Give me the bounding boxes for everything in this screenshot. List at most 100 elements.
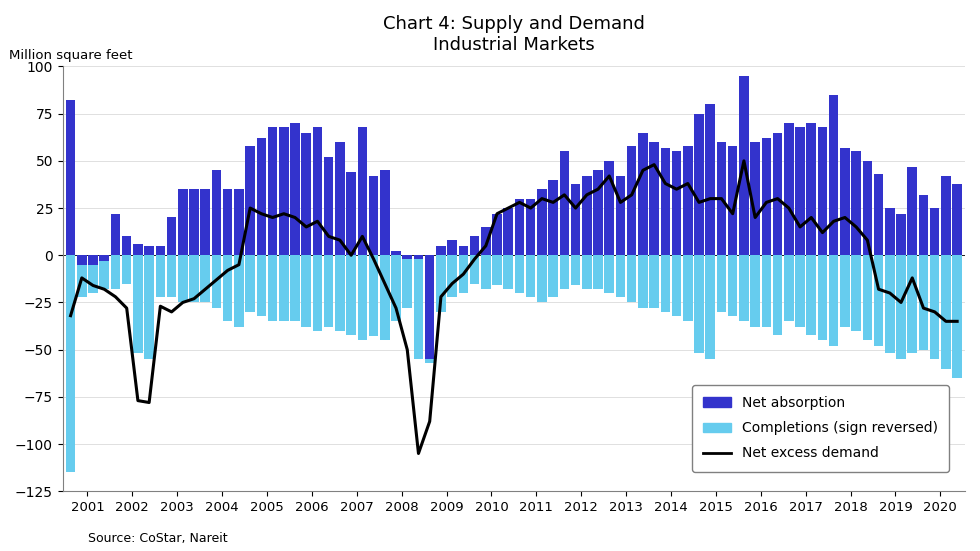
Bar: [862, 255, 872, 340]
Bar: [605, 161, 614, 255]
Bar: [840, 148, 850, 255]
Bar: [874, 255, 883, 346]
Bar: [144, 255, 154, 359]
Bar: [526, 198, 535, 255]
Bar: [941, 255, 951, 369]
Bar: [302, 255, 311, 327]
Bar: [504, 255, 513, 289]
Bar: [346, 255, 356, 334]
Bar: [245, 146, 255, 255]
Bar: [66, 100, 75, 255]
Bar: [514, 255, 524, 293]
Bar: [425, 255, 434, 363]
Bar: [346, 172, 356, 255]
Bar: [88, 255, 98, 293]
Bar: [358, 127, 368, 255]
Bar: [840, 255, 850, 327]
Bar: [907, 255, 917, 353]
Bar: [582, 176, 592, 255]
Bar: [313, 255, 322, 331]
Bar: [459, 255, 468, 293]
Bar: [279, 255, 288, 321]
Bar: [907, 166, 917, 255]
Bar: [874, 174, 883, 255]
Bar: [100, 255, 109, 261]
Bar: [683, 146, 693, 255]
Bar: [918, 255, 928, 350]
Text: Million square feet: Million square feet: [9, 49, 132, 62]
Bar: [122, 236, 131, 255]
Bar: [627, 255, 636, 302]
Bar: [178, 189, 187, 255]
Bar: [672, 255, 681, 316]
Bar: [593, 170, 603, 255]
Bar: [492, 255, 502, 285]
Bar: [201, 255, 210, 302]
Bar: [728, 255, 738, 316]
Bar: [380, 255, 390, 340]
Bar: [425, 255, 434, 359]
Bar: [447, 255, 457, 297]
Bar: [403, 255, 412, 259]
Bar: [582, 255, 592, 289]
Bar: [706, 104, 715, 255]
Bar: [784, 255, 794, 321]
Bar: [111, 255, 121, 289]
Bar: [885, 208, 895, 255]
Bar: [672, 152, 681, 255]
Bar: [222, 255, 232, 321]
Bar: [953, 183, 962, 255]
Bar: [504, 208, 513, 255]
Bar: [144, 246, 154, 255]
Bar: [953, 255, 962, 378]
Bar: [268, 127, 277, 255]
Bar: [459, 246, 468, 255]
Bar: [403, 255, 412, 308]
Bar: [918, 195, 928, 255]
Bar: [885, 255, 895, 353]
Bar: [897, 255, 906, 359]
Bar: [683, 255, 693, 321]
Bar: [133, 244, 143, 255]
Bar: [245, 255, 255, 312]
Bar: [829, 95, 839, 255]
Bar: [817, 255, 827, 340]
Bar: [761, 138, 771, 255]
Bar: [852, 255, 860, 331]
Bar: [111, 214, 121, 255]
Bar: [627, 146, 636, 255]
Bar: [694, 114, 704, 255]
Bar: [368, 255, 378, 337]
Bar: [761, 255, 771, 327]
Bar: [290, 123, 300, 255]
Bar: [167, 218, 176, 255]
Bar: [313, 127, 322, 255]
Bar: [189, 255, 199, 302]
Bar: [222, 189, 232, 255]
Bar: [795, 255, 805, 327]
Bar: [739, 76, 749, 255]
Bar: [324, 157, 333, 255]
Bar: [514, 198, 524, 255]
Bar: [257, 138, 267, 255]
Bar: [694, 255, 704, 353]
Bar: [537, 189, 547, 255]
Bar: [156, 246, 165, 255]
Bar: [773, 255, 782, 334]
Bar: [537, 255, 547, 302]
Bar: [549, 180, 558, 255]
Bar: [807, 255, 816, 334]
Bar: [897, 214, 906, 255]
Bar: [436, 255, 446, 312]
Bar: [930, 208, 940, 255]
Bar: [335, 142, 345, 255]
Bar: [751, 142, 760, 255]
Bar: [201, 189, 210, 255]
Bar: [88, 255, 98, 264]
Bar: [526, 255, 535, 297]
Bar: [268, 255, 277, 321]
Title: Chart 4: Supply and Demand
Industrial Markets: Chart 4: Supply and Demand Industrial Ma…: [383, 15, 645, 54]
Bar: [178, 255, 187, 302]
Bar: [852, 152, 860, 255]
Bar: [751, 255, 760, 327]
